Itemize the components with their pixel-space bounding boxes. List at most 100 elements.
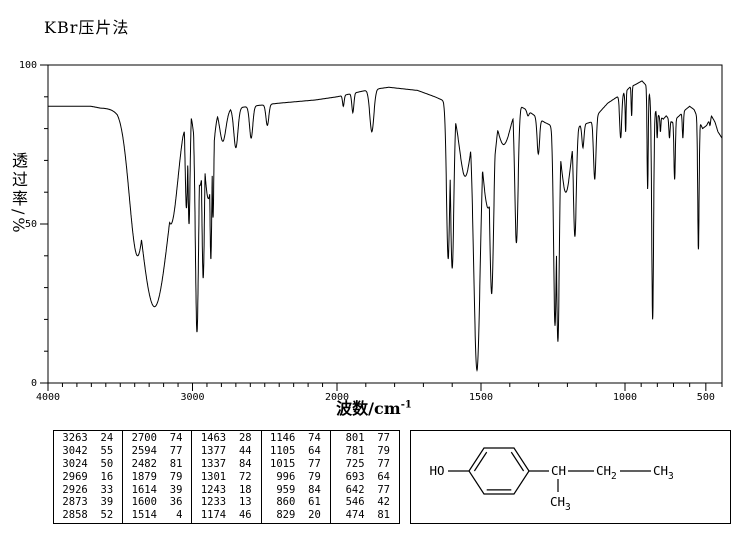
table-row: 1463 28 <box>192 432 260 445</box>
peak-transmittance: 50 <box>100 457 114 470</box>
peak-transmittance: 81 <box>169 457 183 470</box>
peak-wavenumber: 2926 <box>62 483 88 496</box>
peak-transmittance: 77 <box>308 457 321 470</box>
peak-transmittance: 77 <box>377 432 391 445</box>
peak-table: 3263 24 3042 55 3024 50 2969 16 2926 33 2873 39 2858… <box>53 430 400 524</box>
peak-wavenumber: 693 <box>345 470 365 483</box>
table-row: 3042 55 <box>54 445 122 458</box>
x-axis-label-text: 波数/cm <box>336 399 401 418</box>
y-tick-label: 0 <box>31 378 37 389</box>
peak-wavenumber: 1301 <box>200 470 227 483</box>
table-row: 1879 79 <box>123 471 191 484</box>
table-row: 2858 52 <box>54 509 122 522</box>
peak-transmittance: 79 <box>169 470 183 483</box>
table-row: 693 64 <box>331 471 399 484</box>
peak-transmittance: 44 <box>238 444 252 457</box>
peak-wavenumber: 1514 <box>131 509 157 522</box>
peak-transmittance: 84 <box>308 483 321 496</box>
molecular-structure-box: HO CH CH 2 CH 3 CH 3 <box>410 430 731 524</box>
peak-transmittance: 16 <box>100 470 114 483</box>
table-row: 546 42 <box>331 496 399 509</box>
peak-wavenumber: 3024 <box>62 457 88 470</box>
peak-transmittance: 77 <box>377 457 391 470</box>
peak-table-group: 3263 24 3042 55 3024 50 2969 16 2926 33 2873 39 2858… <box>54 431 122 523</box>
table-row: 2594 77 <box>123 445 191 458</box>
plot-frame <box>47 64 723 384</box>
x-axis-label: 波数/cm-1 <box>0 395 748 419</box>
double-bond-inner-line <box>473 451 488 472</box>
ch3-subscript: 3 <box>668 471 674 482</box>
peak-transmittance: 79 <box>377 444 391 457</box>
peak-wavenumber: 959 <box>276 483 296 496</box>
x-tick-label: 4000 <box>36 392 60 403</box>
peak-wavenumber: 996 <box>276 470 296 483</box>
table-row: 2873 39 <box>54 496 122 509</box>
peak-wavenumber: 2969 <box>62 470 88 483</box>
peak-transmittance: 46 <box>238 509 252 522</box>
peak-wavenumber: 546 <box>345 496 365 509</box>
peak-transmittance: 28 <box>238 432 252 445</box>
peak-transmittance: 33 <box>100 483 114 496</box>
y-axis-label: 透过率/% <box>9 152 28 236</box>
x-tick-label: 1500 <box>469 392 493 403</box>
peak-transmittance: 61 <box>308 496 321 509</box>
peak-wavenumber: 642 <box>345 483 365 496</box>
spectrum-curve <box>48 80 723 373</box>
peak-table-group: 801 77 781 79 725 77 693 64 642 77 546 42 474 81 <box>329 431 399 523</box>
peak-wavenumber: 1337 <box>200 457 227 470</box>
peak-transmittance: 64 <box>377 470 391 483</box>
page-title: KBr压片法 <box>44 18 130 37</box>
table-row: 1105 64 <box>262 445 330 458</box>
table-row: 860 61 <box>262 496 330 509</box>
peak-wavenumber: 1879 <box>131 470 157 483</box>
peak-transmittance: 42 <box>377 496 391 509</box>
y-tick-label: 100 <box>19 60 37 71</box>
table-row: 474 81 <box>331 509 399 522</box>
peak-transmittance: 72 <box>238 470 252 483</box>
table-row: 801 77 <box>331 432 399 445</box>
peak-wavenumber: 1015 <box>270 457 296 470</box>
table-row: 725 77 <box>331 458 399 471</box>
ch2-subscript: 2 <box>611 471 617 482</box>
table-row: 1301 72 <box>192 471 260 484</box>
peak-transmittance: 81 <box>377 509 391 522</box>
peak-wavenumber: 2594 <box>131 444 157 457</box>
peak-wavenumber: 1600 <box>131 496 157 509</box>
peak-transmittance: 20 <box>308 509 321 522</box>
peak-transmittance: 77 <box>377 483 391 496</box>
peak-wavenumber: 1233 <box>200 496 227 509</box>
peak-transmittance: 52 <box>100 509 114 522</box>
peak-transmittance: 79 <box>308 470 321 483</box>
ch3-lower-label: CH <box>550 494 565 509</box>
peak-wavenumber: 1463 <box>200 432 227 445</box>
table-row: 781 79 <box>331 445 399 458</box>
peak-transmittance: 64 <box>308 444 321 457</box>
peak-transmittance: 74 <box>308 432 321 445</box>
peak-wavenumber: 2700 <box>131 432 157 445</box>
peak-wavenumber: 725 <box>345 457 365 470</box>
table-row: 2926 33 <box>54 484 122 497</box>
peak-table-group: 1146 74 1105 64 1015 77 996 79 959 84 860 61 829 20 <box>260 431 330 523</box>
ch-label: CH <box>551 463 566 478</box>
table-row: 1243 18 <box>192 484 260 497</box>
peak-wavenumber: 1105 <box>270 444 296 457</box>
peak-wavenumber: 860 <box>276 496 296 509</box>
peak-wavenumber: 3042 <box>62 444 88 457</box>
peak-transmittance: 18 <box>238 483 252 496</box>
peak-transmittance: 39 <box>100 496 114 509</box>
peak-wavenumber: 2858 <box>62 509 88 522</box>
x-tick-label: 500 <box>697 392 715 403</box>
ch3-lower-subscript: 3 <box>565 502 571 513</box>
peak-wavenumber: 1614 <box>131 483 157 496</box>
peak-wavenumber: 474 <box>345 509 365 522</box>
table-row: 1600 36 <box>123 496 191 509</box>
peak-transmittance: 77 <box>169 444 183 457</box>
table-row: 996 79 <box>262 471 330 484</box>
hydroxyl-label: HO <box>429 463 444 478</box>
peak-table-group: 1463 28 1377 44 1337 84 1301 72 1243 18 1233 13 1174… <box>191 431 260 523</box>
ch3-label: CH <box>653 463 668 478</box>
y-tick-label: 50 <box>25 219 37 230</box>
table-row: 2969 16 <box>54 471 122 484</box>
